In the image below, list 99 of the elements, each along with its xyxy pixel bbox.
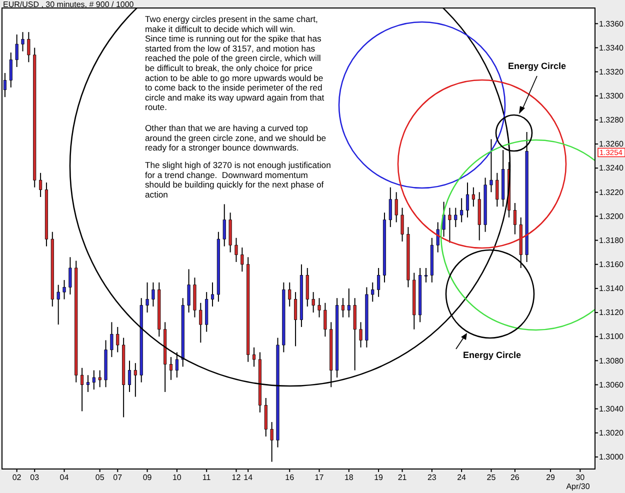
candlestick — [15, 34, 18, 68]
y-tick-label: 1.3160 — [599, 260, 624, 270]
x-tick-label: 17 — [314, 473, 324, 482]
candlestick — [128, 360, 132, 392]
candlestick — [68, 256, 72, 295]
annotation: Energy Circle — [508, 61, 566, 71]
x-tick-label: 14 — [244, 473, 254, 482]
candlestick — [371, 282, 374, 302]
annotation: Other than that we are having a curved top around the green circle zone, and we should be ready for a stronger bounce downwards. — [145, 123, 326, 153]
candlestick — [21, 32, 24, 52]
candlestick — [312, 292, 315, 314]
y-tick-label: 1.3100 — [599, 332, 624, 342]
y-tick-label: 1.3140 — [599, 284, 624, 294]
candlestick — [400, 207, 404, 242]
candlestick — [466, 182, 470, 218]
candlestick — [270, 422, 274, 462]
y-tick-label: 1.3340 — [599, 43, 624, 52]
y-tick-label: 1.3360 — [599, 19, 624, 28]
y-tick-label: 1.3240 — [599, 164, 624, 173]
candlestick — [294, 292, 298, 347]
candlestick — [39, 172, 42, 198]
x-tick-label: 21 — [398, 473, 408, 482]
y-tick-label: 1.3020 — [599, 428, 624, 438]
candlestick — [240, 247, 244, 272]
y-tick-label: 1.3300 — [599, 92, 624, 101]
candlestick — [62, 280, 66, 300]
candlestick — [187, 268, 190, 314]
chart-title: EUR/USD , 30 minutes, # 900 / 1000 — [3, 0, 134, 9]
candlestick — [80, 367, 84, 412]
x-tick-label: 11 — [202, 473, 212, 482]
candlestick — [222, 204, 226, 247]
candlestick — [210, 282, 214, 308]
candlestick — [347, 288, 350, 318]
annotation: Energy Circle — [463, 350, 522, 360]
candlestick — [394, 192, 398, 223]
candlestick — [146, 282, 149, 314]
x-tick-label: 29 — [546, 473, 556, 482]
candlestick — [460, 198, 464, 223]
candlestick — [152, 282, 155, 308]
y-tick-label: 1.3120 — [599, 308, 624, 318]
x-tick-label: 07 — [113, 473, 123, 482]
y-tick-label: 1.3080 — [599, 356, 624, 366]
candlestick — [252, 346, 256, 368]
x-tick-label: 26 — [510, 473, 520, 482]
candlestick — [175, 352, 178, 378]
y-tick-label: 1.3280 — [599, 116, 624, 125]
x-tick-label: 12 — [232, 473, 242, 482]
x-tick-label: 09 — [142, 473, 152, 482]
x-tick-label: 02 — [12, 473, 22, 482]
candlestick — [454, 207, 458, 228]
candlestick — [318, 298, 321, 318]
candlestick — [134, 362, 137, 398]
candlestick — [472, 186, 475, 208]
candlestick — [27, 32, 30, 63]
y-tick-label: 1.3320 — [599, 67, 624, 76]
x-tick-label: 30 — [576, 473, 586, 482]
candlestick — [9, 52, 12, 88]
y-tick-label: 1.3260 — [599, 140, 624, 149]
candlestick — [388, 186, 392, 228]
y-tick-label: 1.3200 — [599, 212, 624, 221]
candlestick — [359, 322, 362, 348]
y-tick-label: 1.3060 — [599, 380, 624, 390]
candlestick — [199, 302, 202, 344]
x-tick-label: 10 — [172, 473, 182, 482]
candlestick — [169, 356, 173, 380]
candlestick — [436, 222, 440, 253]
text: Apr/30 — [566, 482, 590, 491]
candlestick — [324, 302, 327, 338]
candlestick — [110, 322, 114, 358]
candlestick — [496, 172, 499, 208]
candlestick — [424, 267, 428, 283]
x-tick-label: 24 — [457, 473, 467, 482]
candlestick — [490, 138, 493, 193]
y-tick-label: 1.3040 — [599, 404, 624, 414]
candlestick — [448, 207, 452, 244]
x-tick-label: 23 — [427, 473, 437, 482]
candlestick — [92, 370, 96, 390]
x-tick-label: 04 — [60, 473, 70, 482]
candlestick — [288, 282, 292, 308]
candlestick — [98, 370, 102, 388]
candlestick — [56, 284, 60, 326]
candlestick — [86, 374, 90, 392]
x-tick-label: 03 — [30, 473, 40, 482]
x-tick-label: 19 — [374, 473, 384, 482]
candlestick — [513, 202, 516, 235]
x-tick-label: 16 — [285, 473, 295, 482]
x-tick-label: 25 — [486, 473, 496, 482]
annotation: The slight high of 3270 is not enough justification for a trend change. Downward momentum should be building quickly for the next phase of action — [145, 160, 332, 200]
y-tick-label: 1.3000 — [599, 452, 624, 462]
candlestick — [377, 267, 380, 298]
candlestick — [116, 326, 120, 353]
y-tick-label: 1.3180 — [599, 236, 624, 245]
x-tick-label: 05 — [95, 473, 105, 482]
candlestick — [341, 298, 345, 318]
text: Two energy circles present in the same chart, make it difficult to decide which will win. Since time is running out for the spike that has started from the low of 3157, and motion has reached the pole of the green circle, which will be difficult to break, the only choice for price action to be able to go more upwards would be to come back to the inside perimeter of the red circle and make its way upward again from that route. — [145, 14, 324, 112]
candlestick — [234, 237, 238, 262]
y-tick-label: 1.3220 — [599, 188, 624, 197]
x-tick-label: 18 — [344, 473, 354, 482]
candlestick — [442, 201, 446, 238]
